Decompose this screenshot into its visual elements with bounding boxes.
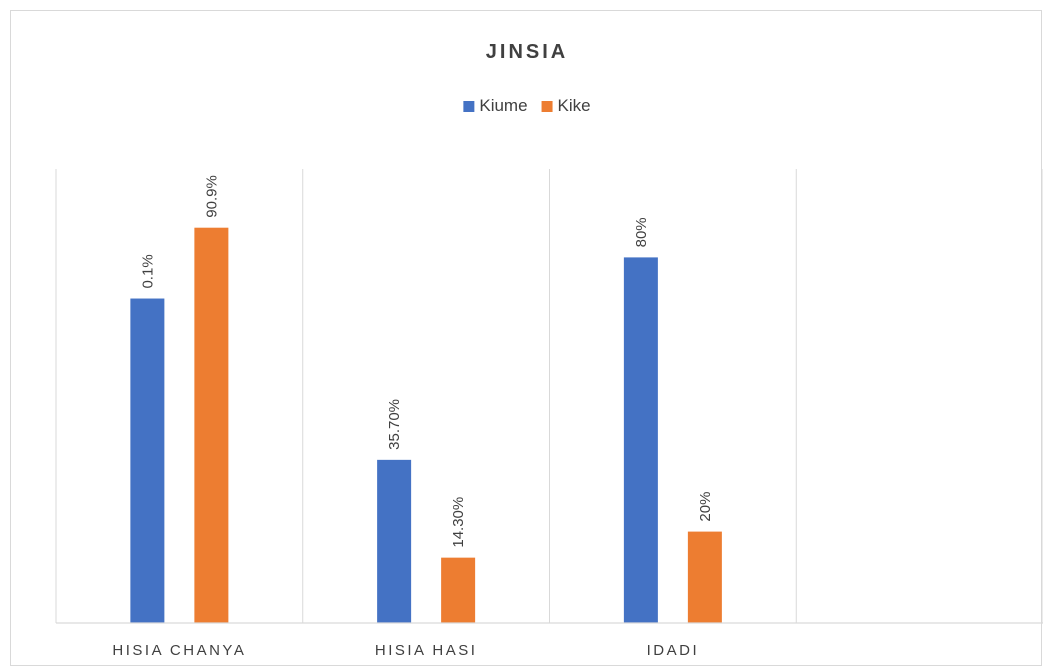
bar-kike bbox=[441, 557, 476, 623]
legend-swatch-kike bbox=[541, 101, 553, 112]
chart-area: JINSIA Kiume Kike 0.1% 35.70% 80% 90.9% 14.30… bbox=[10, 10, 1043, 666]
legend-swatch-kiume bbox=[463, 101, 475, 112]
bar-kiume bbox=[623, 257, 658, 623]
data-labels: 0.1% 35.70% 80% 90.9% 14.30% 20% bbox=[139, 175, 714, 548]
gridlines bbox=[55, 169, 1043, 623]
x-axis: HISIA CHANYA HISIA HASI IDADI bbox=[56, 622, 1043, 659]
chart-title: JINSIA bbox=[486, 41, 568, 63]
data-label: 0.1% bbox=[139, 254, 156, 288]
data-label: 90.9% bbox=[203, 175, 220, 218]
chart-legend: Kiume Kike bbox=[463, 96, 591, 115]
bar-kiume bbox=[377, 459, 412, 623]
bar-kiume bbox=[130, 298, 165, 623]
bar-kike bbox=[194, 227, 229, 623]
category-label: HISIA CHANYA bbox=[112, 642, 246, 659]
chart-svg: JINSIA Kiume Kike 0.1% 35.70% 80% 90.9% 14.30… bbox=[55, 41, 1043, 659]
legend-label-kiume: Kiume bbox=[479, 96, 527, 115]
bar-kike bbox=[687, 531, 722, 623]
data-label: 80% bbox=[633, 217, 650, 247]
bars bbox=[130, 227, 722, 623]
category-label: HISIA HASI bbox=[375, 642, 478, 659]
data-label: 14.30% bbox=[450, 497, 467, 548]
legend-label-kike: Kike bbox=[558, 96, 591, 115]
data-label: 35.70% bbox=[386, 399, 403, 450]
category-label: IDADI bbox=[647, 642, 700, 659]
data-label: 20% bbox=[697, 492, 714, 522]
